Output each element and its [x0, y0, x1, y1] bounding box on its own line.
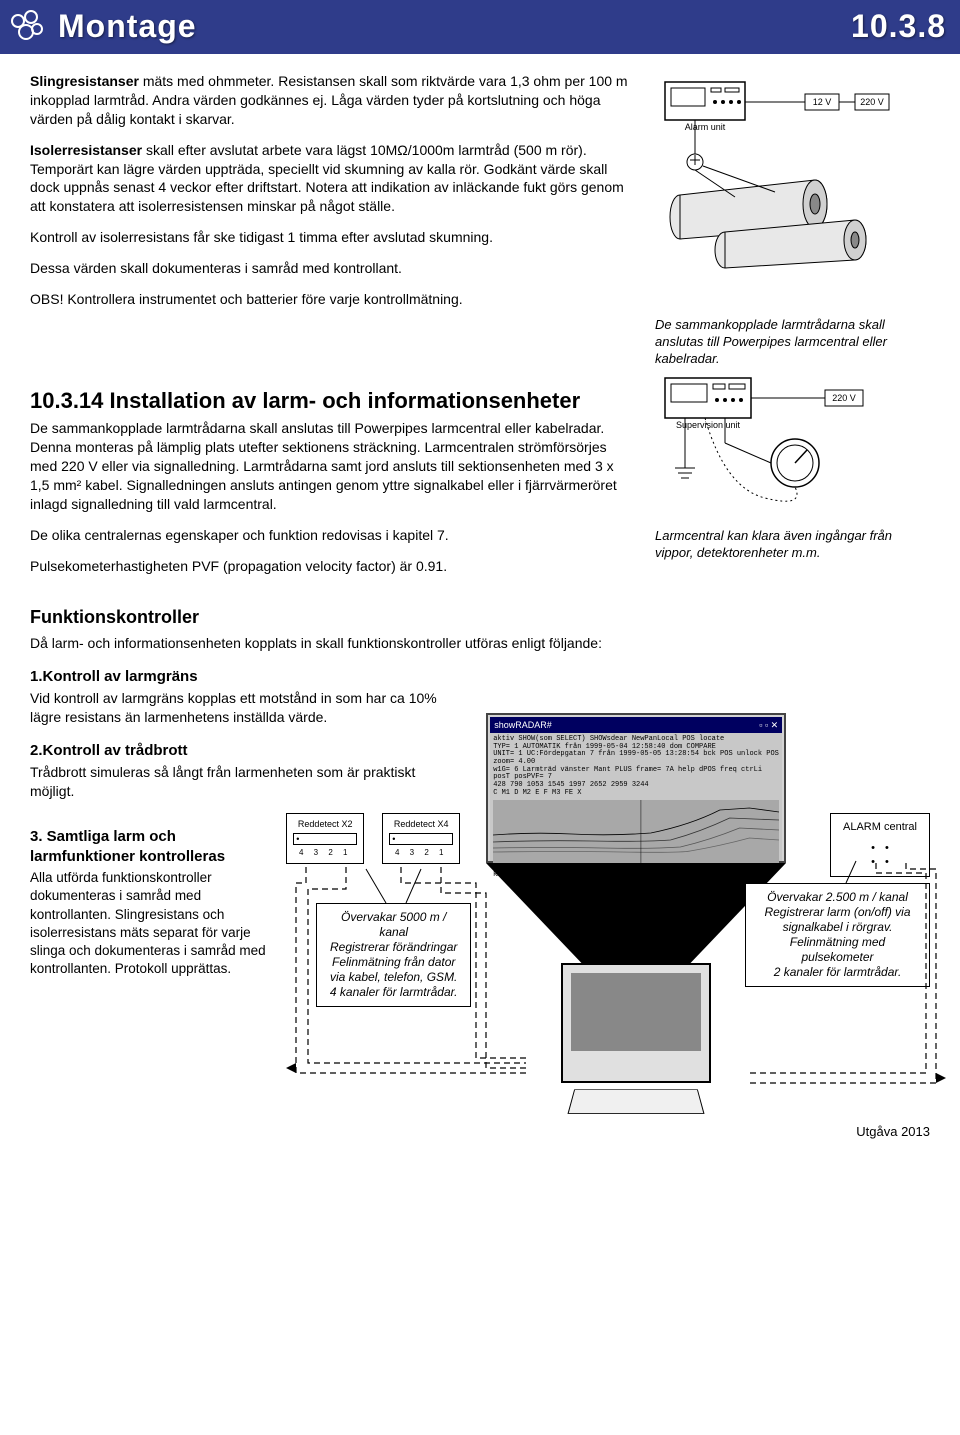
window-controls-icon: ▫ ▫ ✕ [759, 719, 778, 731]
reddetect-x2-label: Reddetect X2 [293, 818, 357, 830]
funk-s2h: 2.Kontroll av trådbrott [30, 741, 930, 761]
funk-s1: Vid kontroll av larmgräns kopplas ett mo… [30, 689, 460, 727]
p-kontroll: Kontroll av isolerresistans får ske tidi… [30, 228, 635, 247]
bold-slingresistanser: Slingresistanser [30, 73, 139, 89]
callout1-text: Övervakar 5000 m / kanal Registrerar för… [325, 910, 462, 1000]
funk-s3: Alla utförda funktionskontroller dokumen… [30, 869, 274, 978]
funk-s3h: 3. Samtliga larm och larmfunktioner kont… [30, 827, 274, 868]
p-obs: OBS! Kontrollera instrumentet och batter… [30, 290, 635, 309]
chart-titlebar: showRADAR# ▫ ▫ ✕ [490, 717, 782, 733]
page-content: Slingresistanser mäts med ohmmeter. Resi… [0, 54, 960, 1103]
svg-text:12 V: 12 V [813, 97, 832, 107]
alarm-central-label: ALARM central [839, 820, 921, 835]
callout2-text: Övervakar 2.500 m / kanal Registrerar la… [754, 890, 921, 980]
chart-meta3: UNIT= 1 UC:Fördepgatan 7 från 1999-05-05… [493, 751, 779, 766]
edition-label: Utgåva 2013 [856, 1123, 930, 1141]
chart-title-text: showRADAR# [494, 719, 552, 731]
x2-pins: 4 3 2 1 [293, 848, 357, 859]
sec2-text: 10.3.14 Installation av larm- och inform… [30, 368, 635, 588]
funk-s1h: 1.Kontroll av larmgräns [30, 667, 930, 687]
page-header: Montage 10.3.8 [0, 0, 960, 54]
fig2-caption: Larmcentral kan klara även ingångar från… [655, 528, 930, 562]
svg-text:Alarm unit: Alarm unit [685, 122, 726, 132]
page-footer: Utgåva 2013 [0, 1103, 960, 1155]
header-title: Montage [58, 5, 197, 48]
svg-text:220 V: 220 V [832, 393, 856, 403]
chart-body: aktiv SHOW(som SELECT) SHOWsdear NewPanL… [490, 733, 782, 861]
funk-heading: Funktionskontroller [30, 605, 930, 629]
computer-monitor [561, 963, 711, 1117]
pipes-logo-icon [6, 6, 48, 48]
section-slingresistanser: Slingresistanser mäts med ohmmeter. Resi… [30, 72, 930, 368]
p-dokumentera: Dessa värden skall dokumenteras i samråd… [30, 259, 635, 278]
alarm-central: ALARM central •• •• [830, 813, 930, 878]
chart-labels: C M1 D M2 E F M3 FE X [493, 790, 779, 798]
sec2-p3: Pulsekometerhastigheten PVF (propagation… [30, 557, 635, 576]
reddetect-x4: Reddetect X4 • 4 3 2 1 [382, 813, 460, 864]
section-10-3-14: 10.3.14 Installation av larm- och inform… [30, 368, 930, 588]
alarm-unit-diagram: Alarm unit 12 V 220 V [655, 72, 895, 272]
reddetect-x2: Reddetect X2 • 4 3 2 1 [286, 813, 364, 864]
callout-reddetect: Övervakar 5000 m / kanal Registrerar för… [316, 903, 471, 1007]
header-code: 10.3.8 [851, 5, 946, 48]
callout-alarm-central: Övervakar 2.500 m / kanal Registrerar la… [745, 883, 930, 987]
keyboard-icon [568, 1089, 705, 1114]
supervision-unit-diagram: Supervision unit 220 V [655, 368, 895, 518]
figure1: Alarm unit 12 V 220 V [655, 72, 930, 368]
funk-intro: Då larm- och informationsenheten kopplat… [30, 634, 930, 653]
p-isolerresistanser: Isolerresistanser skall efter avslutat a… [30, 141, 635, 217]
reddetect-x4-label: Reddetect X4 [389, 818, 453, 830]
monitor-icon [561, 963, 711, 1083]
sec2-p1: De sammankopplade larmtrådarna skall ans… [30, 419, 635, 513]
bold-isolerresistanser: Isolerresistanser [30, 142, 142, 158]
bottom-row: 3. Samtliga larm och larmfunktioner kont… [30, 813, 930, 1093]
fig1-caption: De sammankopplade larmtrådarna skall ans… [655, 317, 930, 368]
p-slingresistanser: Slingresistanser mäts med ohmmeter. Resi… [30, 72, 635, 129]
bottom-diagram: Reddetect X2 • 4 3 2 1 Reddetect X4 • 4 … [286, 813, 930, 1093]
sec2-heading: 10.3.14 Installation av larm- och inform… [30, 386, 635, 416]
figure2: Supervision unit 220 V Larmcentral kan k… [655, 368, 930, 588]
x4-pins: 4 3 2 1 [389, 848, 453, 859]
chart-plot-area: 10000 20000 [493, 800, 779, 870]
funk-s3-block: 3. Samtliga larm och larmfunktioner kont… [30, 813, 274, 991]
radar-chart-window: showRADAR# ▫ ▫ ✕ aktiv SHOW(som SELECT) … [486, 713, 786, 863]
chart-meta4: w1G= 6 Larmträd vänster Mant PLUS frame=… [493, 767, 779, 782]
svg-text:220 V: 220 V [860, 97, 884, 107]
block1-text: Slingresistanser mäts med ohmmeter. Resi… [30, 72, 635, 368]
sec2-p2: De olika centralernas egenskaper och fun… [30, 526, 635, 545]
funk-s2: Trådbrott simuleras så långt från larmen… [30, 763, 460, 801]
header-left: Montage [6, 5, 197, 48]
